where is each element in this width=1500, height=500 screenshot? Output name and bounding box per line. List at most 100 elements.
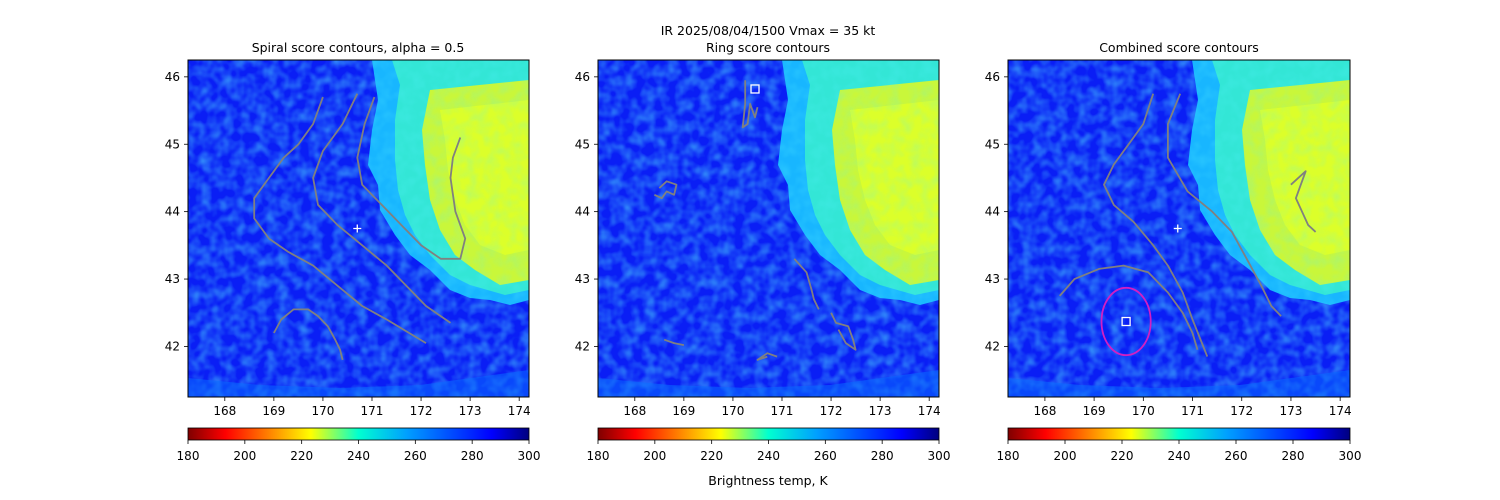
x-tick-label: 171 <box>1181 404 1204 418</box>
ir-image <box>1008 60 1350 397</box>
colorbar-tick-label: 280 <box>461 449 484 463</box>
colorbar-ticks: 180 200 220 240 260 280 300 <box>177 440 541 463</box>
colorbar-ticks: 180 200 220 240 260 280 300 <box>997 440 1362 463</box>
y-tick-label: 45 <box>985 137 1000 151</box>
y-tick-label: 42 <box>165 339 180 353</box>
colorbar-tick-label: 180 <box>177 449 200 463</box>
contour-line <box>793 258 820 310</box>
y-tick-label: 46 <box>985 70 1000 84</box>
contour-line <box>654 180 678 200</box>
panel-title: Spiral score contours, alpha = 0.5 <box>252 40 465 55</box>
contour-line <box>273 308 344 361</box>
x-axis: 168 169 170 171 172 173 174 <box>1033 397 1352 418</box>
colorbar-label: Brightness temp, K <box>708 473 828 488</box>
contour-line <box>1167 93 1282 317</box>
contour-layer <box>654 80 857 361</box>
x-tick-label: 174 <box>1329 404 1352 418</box>
y-axis: 42 43 44 45 46 <box>985 70 1008 353</box>
x-axis: 168 169 170 171 172 173 174 <box>623 397 941 418</box>
colorbar <box>597 427 940 441</box>
y-tick-label: 44 <box>985 205 1000 219</box>
colorbar-tick-label: 240 <box>347 449 370 463</box>
x-tick-label: 173 <box>1279 404 1302 418</box>
x-tick-label: 170 <box>721 404 744 418</box>
contour-line <box>1059 264 1199 351</box>
colorbar-tick-label: 300 <box>518 449 541 463</box>
colorbar-tick-label: 220 <box>290 449 313 463</box>
ring-center-square-marker <box>750 84 760 94</box>
contour-line <box>830 312 857 351</box>
colorbar-tick-label: 200 <box>1054 449 1077 463</box>
x-tick-label: 171 <box>771 404 794 418</box>
x-tick-label: 172 <box>1230 404 1253 418</box>
panel-combined: Combined score contours 168 169 170 171 172 1… <box>985 40 1362 463</box>
y-tick-label: 43 <box>985 272 1000 286</box>
y-axis: 42 43 44 45 46 <box>165 70 188 353</box>
center-plus-marker <box>1173 224 1182 233</box>
colorbar-tick-label: 220 <box>700 449 723 463</box>
y-tick-label: 43 <box>165 272 180 286</box>
x-tick-label: 174 <box>918 404 941 418</box>
panel-spiral: Spiral score contours, alpha = 0.5 168 16… <box>165 40 541 463</box>
x-tick-label: 168 <box>623 404 646 418</box>
y-tick-label: 44 <box>165 205 180 219</box>
colorbar-tick-label: 180 <box>997 449 1020 463</box>
panel-ring: Ring score contours 168 169 170 171 172 173 17… <box>575 40 951 488</box>
x-axis: 168 169 170 171 172 173 174 <box>213 397 531 418</box>
ir-image <box>188 60 529 397</box>
colorbar-tick-label: 180 <box>587 449 610 463</box>
colorbar <box>187 427 530 441</box>
ring-center-square-marker <box>1121 316 1131 327</box>
axes-frame <box>1007 59 1351 398</box>
ir-image <box>598 60 939 397</box>
x-tick-label: 173 <box>459 404 482 418</box>
y-axis: 42 43 44 45 46 <box>575 70 598 353</box>
colorbar-tick-label: 280 <box>1282 449 1305 463</box>
contour-line <box>663 338 685 346</box>
colorbar-tick-label: 260 <box>1225 449 1248 463</box>
colorbar-tick-label: 200 <box>233 449 256 463</box>
colorbar-tick-label: 260 <box>814 449 837 463</box>
colorbar-tick-label: 300 <box>1339 449 1362 463</box>
x-tick-label: 169 <box>262 404 285 418</box>
marker-layer <box>353 224 362 233</box>
x-tick-label: 170 <box>311 404 334 418</box>
y-tick-label: 44 <box>575 205 590 219</box>
contour-layer <box>1059 93 1317 357</box>
contour-line <box>1103 93 1209 357</box>
panel-title: Combined score contours <box>1099 40 1259 55</box>
y-tick-label: 42 <box>985 339 1000 353</box>
x-tick-label: 173 <box>869 404 892 418</box>
x-tick-label: 172 <box>820 404 843 418</box>
y-tick-label: 45 <box>575 137 590 151</box>
colorbar-tick-label: 260 <box>404 449 427 463</box>
x-tick-label: 174 <box>508 404 531 418</box>
colorbar-tick-label: 240 <box>1168 449 1191 463</box>
contour-line <box>741 80 759 129</box>
x-tick-label: 168 <box>213 404 236 418</box>
contour-line <box>312 93 452 324</box>
colorbar-tick-label: 240 <box>757 449 780 463</box>
y-tick-label: 45 <box>165 137 180 151</box>
colorbar-ticks: 180 200 220 240 260 280 300 <box>587 440 951 463</box>
axes-frame <box>597 59 940 398</box>
ring-radius-circle <box>1100 286 1152 357</box>
panel-title: Ring score contours <box>706 40 830 55</box>
y-tick-label: 46 <box>165 70 180 84</box>
axes-frame <box>187 59 530 398</box>
x-tick-label: 168 <box>1033 404 1056 418</box>
colorbar-tick-label: 220 <box>1111 449 1134 463</box>
center-plus-marker <box>353 224 362 233</box>
y-tick-label: 46 <box>575 70 590 84</box>
y-tick-label: 43 <box>575 272 590 286</box>
x-tick-label: 172 <box>410 404 433 418</box>
figure-suptitle: IR 2025/08/04/1500 Vmax = 35 kt <box>661 23 876 38</box>
marker-layer <box>750 84 760 94</box>
contour-line <box>253 96 427 344</box>
marker-layer <box>1100 224 1182 357</box>
contour-line <box>756 352 778 361</box>
x-tick-label: 169 <box>672 404 695 418</box>
colorbar-tick-label: 300 <box>928 449 951 463</box>
y-tick-label: 42 <box>575 339 590 353</box>
